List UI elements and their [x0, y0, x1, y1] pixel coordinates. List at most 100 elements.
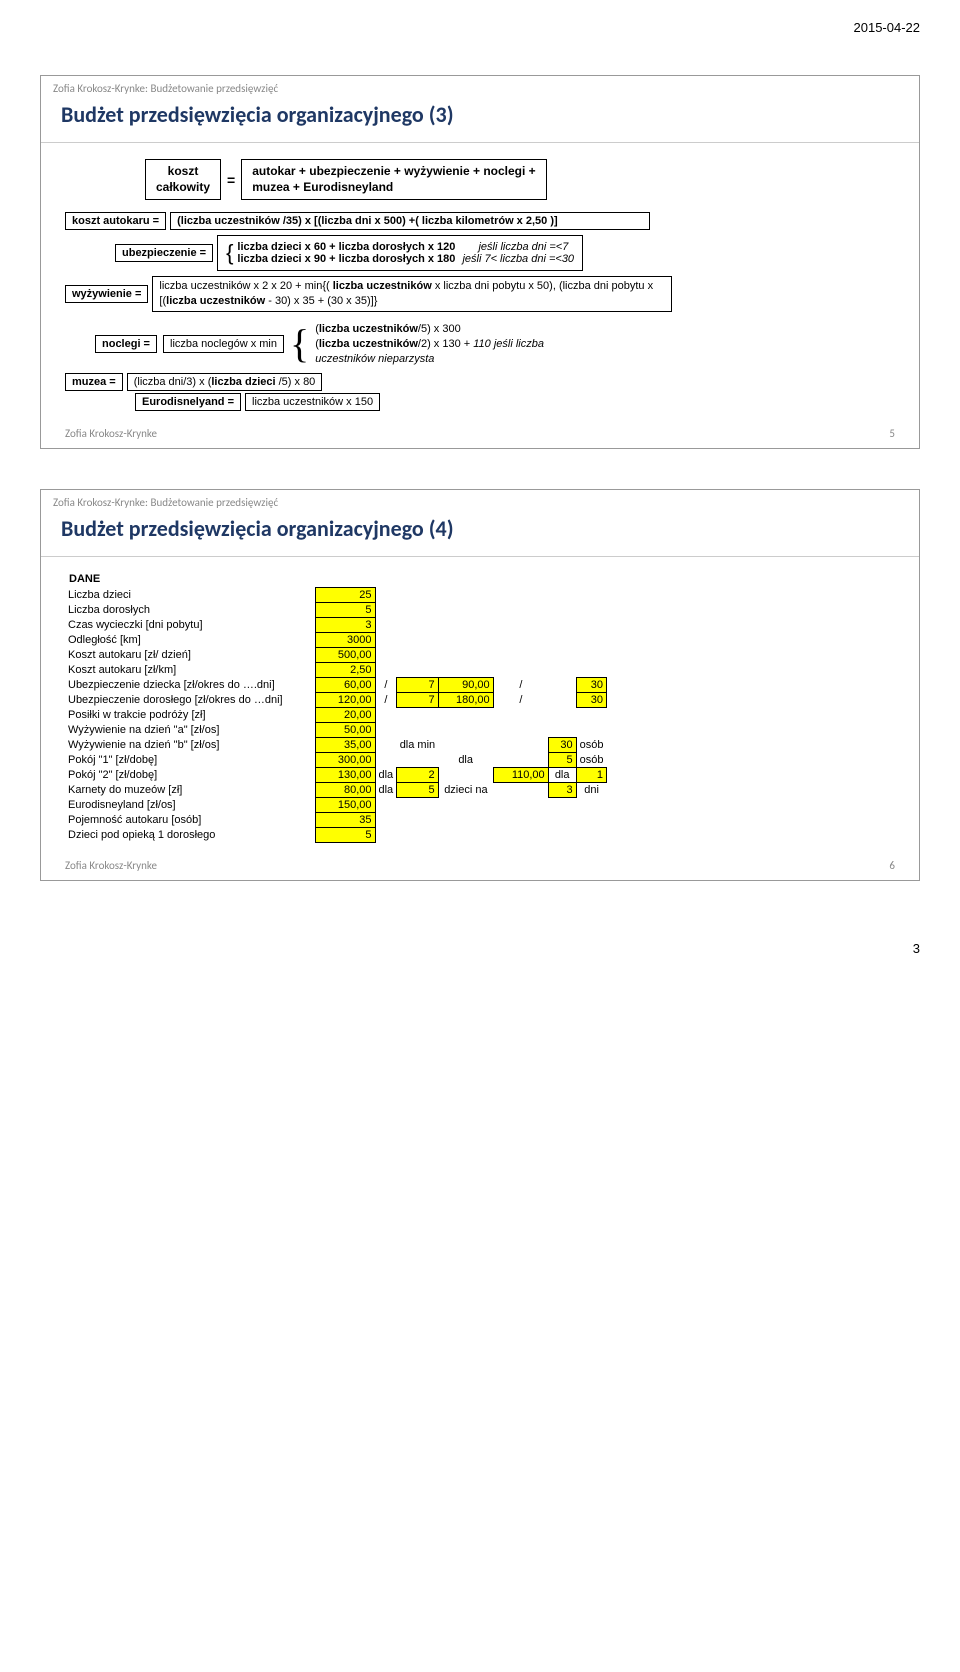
footer-page: 6 [889, 859, 895, 872]
eq-left-box: koszt całkowity [145, 159, 221, 200]
row-ext-cell [493, 782, 548, 797]
row-ext-cell: 30 [576, 692, 606, 707]
euro-value: liczba uczestników x 150 [245, 393, 380, 411]
row-label: Pokój "2" [zł/dobę] [65, 767, 315, 782]
data-section-title: DANE [65, 573, 895, 585]
eq-left-line2: całkowity [156, 180, 210, 196]
muzea-label: muzea = [65, 373, 123, 391]
ubez-line1: liczba dzieci x 60 + liczba dorosłych x … [237, 241, 574, 253]
brace-icon: { [226, 240, 233, 266]
row-ext-cell: 3 [548, 782, 576, 797]
slide-footer: Zofia Krokosz-Krynke 6 [41, 853, 919, 880]
row-label: Wyżywienie na dzień "b" [zł/os] [65, 737, 315, 752]
row-value: 500,00 [315, 647, 375, 662]
row-ext-cell: / [375, 677, 397, 692]
row-value: 3 [315, 617, 375, 632]
ubez-lines: liczba dzieci x 60 + liczba dorosłych x … [237, 241, 574, 265]
table-row: Koszt autokaru [zł/ dzień]500,00 [65, 647, 607, 662]
row-ext-cell: / [493, 692, 548, 707]
row-ext-cell: dzieci na [438, 782, 493, 797]
row-label: Ubezpieczenie dziecka [zł/okres do ….dni… [65, 677, 315, 692]
table-row: Pokój "2" [zł/dobę]130,00dla2110,00dla1 [65, 767, 607, 782]
row-label: Karnety do muzeów [zł] [65, 782, 315, 797]
row-label: Wyżywienie na dzień "a" [zł/os] [65, 722, 315, 737]
row-value: 120,00 [315, 692, 375, 707]
euro-row: Eurodisnelyand = liczba uczestników x 15… [135, 393, 895, 411]
row-ext-cell: osób [576, 737, 606, 752]
row-value: 300,00 [315, 752, 375, 767]
table-row: Posiłki w trakcie podróży [zł]20,00 [65, 707, 607, 722]
table-row: Koszt autokaru [zł/km]2,50 [65, 662, 607, 677]
ubez-value: { liczba dzieci x 60 + liczba dorosłych … [217, 235, 583, 271]
table-row: Odległość [km]3000 [65, 632, 607, 647]
autokar-value: (liczba uczestników /35) x [(liczba dni … [170, 212, 650, 230]
row-ext-cell [493, 752, 548, 767]
row-ext-cell: 2 [397, 767, 438, 782]
wyzywienie-row: wyżywienie = liczba uczestników x 2 x 20… [65, 276, 895, 312]
table-row: Ubezpieczenie dorosłego [zł/okres do …dn… [65, 692, 607, 707]
muzea-row: muzea = (liczba dni/3) x (liczba dzieci … [65, 373, 895, 391]
row-ext-cell: 30 [576, 677, 606, 692]
autokar-row: koszt autokaru = (liczba uczestników /35… [65, 212, 895, 230]
row-ext-cell [397, 752, 438, 767]
slide-body: DANE Liczba dzieci25Liczba dorosłych5Cza… [41, 557, 919, 853]
row-value: 50,00 [315, 722, 375, 737]
row-label: Pojemność autokaru [osób] [65, 812, 315, 827]
table-row: Wyżywienie na dzień "b" [zł/os]35,00 dla … [65, 737, 607, 752]
footer-author: Zofia Krokosz-Krynke [65, 427, 157, 440]
row-label: Ubezpieczenie dorosłego [zł/okres do …dn… [65, 692, 315, 707]
euro-label: Eurodisnelyand = [135, 393, 241, 411]
row-label: Pokój "1" [zł/dobę] [65, 752, 315, 767]
data-table: Liczba dzieci25Liczba dorosłych5Czas wyc… [65, 587, 607, 843]
table-row: Liczba dorosłych5 [65, 602, 607, 617]
row-label: Liczba dorosłych [65, 602, 315, 617]
ubez-label: ubezpieczenie = [115, 244, 213, 262]
page-date: 2015-04-22 [40, 20, 920, 35]
row-ext-cell: osób [576, 752, 606, 767]
row-label: Liczba dzieci [65, 587, 315, 602]
row-ext-cell: 1 [576, 767, 606, 782]
row-value: 35,00 [315, 737, 375, 752]
row-value: 130,00 [315, 767, 375, 782]
muzea-value: (liczba dni/3) x (liczba dzieci /5) x 80 [127, 373, 323, 391]
row-ext-cell [548, 677, 576, 692]
row-label: Eurodisneyland [zł/os] [65, 797, 315, 812]
row-value: 25 [315, 587, 375, 602]
wyz-text: liczba uczestników x 2 x 20 + min{( licz… [159, 280, 653, 307]
table-row: Ubezpieczenie dziecka [zł/okres do ….dni… [65, 677, 607, 692]
row-value: 35 [315, 812, 375, 827]
table-row: Eurodisneyland [zł/os]150,00 [65, 797, 607, 812]
table-row: Czas wycieczki [dni pobytu]3 [65, 617, 607, 632]
row-ext-cell: dla min [397, 737, 438, 752]
ubez-line2: liczba dzieci x 90 + liczba dorosłych x … [237, 253, 574, 265]
row-ext-cell: 7 [397, 692, 438, 707]
row-value: 5 [315, 827, 375, 842]
row-ext-cell: 110,00 [493, 767, 548, 782]
slide-header: Zofia Krokosz-Krynke: Budżetowanie przed… [41, 490, 919, 511]
row-label: Posiłki w trakcie podróży [zł] [65, 707, 315, 722]
row-ext-cell [438, 737, 493, 752]
row-value: 2,50 [315, 662, 375, 677]
row-ext-cell: 5 [548, 752, 576, 767]
eq-equals: = [227, 172, 235, 188]
noclegi-r2: (liczba uczestników/2) x 130 + 110 jeśli… [315, 338, 544, 350]
row-ext-cell: / [493, 677, 548, 692]
row-ext-cell: 7 [397, 677, 438, 692]
eq-right-line1: autokar + ubezpieczenie + wyżywienie + n… [252, 164, 535, 180]
noclegi-mid: liczba noclegów x min [163, 335, 284, 353]
slide-budget-3: Zofia Krokosz-Krynke: Budżetowanie przed… [40, 75, 920, 449]
row-value: 5 [315, 602, 375, 617]
row-label: Czas wycieczki [dni pobytu] [65, 617, 315, 632]
eq-right-box: autokar + ubezpieczenie + wyżywienie + n… [241, 159, 546, 200]
slide-footer: Zofia Krokosz-Krynke 5 [41, 421, 919, 448]
slide-budget-4: Zofia Krokosz-Krynke: Budżetowanie przed… [40, 489, 920, 881]
table-row: Dzieci pod opieką 1 dorosłego5 [65, 827, 607, 842]
row-label: Koszt autokaru [zł/ dzień] [65, 647, 315, 662]
row-ext-cell [375, 752, 397, 767]
row-ext-cell: 90,00 [438, 677, 493, 692]
table-row: Pokój "1" [zł/dobę]300,00 dla 5osób [65, 752, 607, 767]
row-value: 80,00 [315, 782, 375, 797]
row-ext-cell: dla [375, 767, 397, 782]
row-ext-cell [493, 737, 548, 752]
row-ext-cell: dla [438, 752, 493, 767]
